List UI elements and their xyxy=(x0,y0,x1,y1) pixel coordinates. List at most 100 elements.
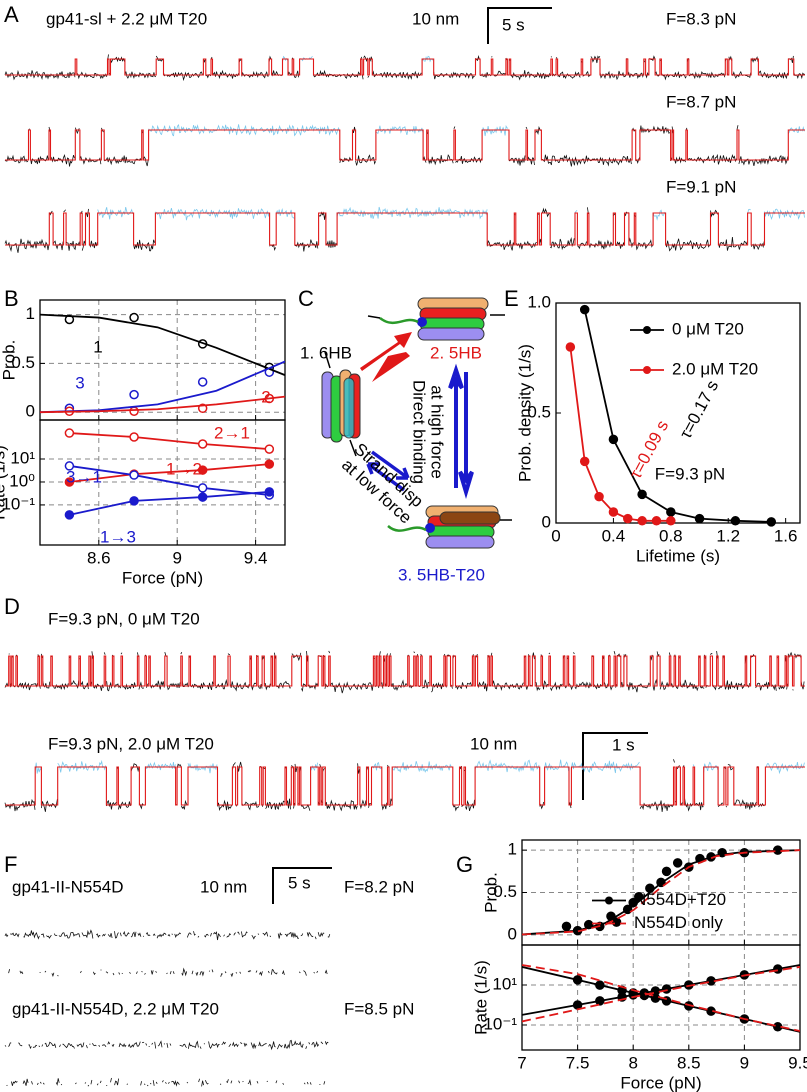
trace-label: F=9.3 pN, 0 μM T20 xyxy=(48,609,200,628)
series-label: 1→3 xyxy=(100,527,136,546)
x-tick-label: 8 xyxy=(628,1053,637,1072)
trace-label: gp41-II-N554D xyxy=(12,877,124,896)
trace-noise xyxy=(34,759,805,775)
scale-label: 5 s xyxy=(288,873,311,892)
y-axis-label: Rate (1/s) xyxy=(0,445,8,520)
data-point xyxy=(64,510,75,520)
trace-label: F=9.3 pN, 2.0 μM T20 xyxy=(48,734,214,753)
plot-frame xyxy=(39,419,286,546)
data-point xyxy=(651,516,662,526)
series-line xyxy=(522,849,800,936)
trace-fit xyxy=(5,129,805,161)
legend-label: 0 μM T20 xyxy=(672,319,744,338)
series-line xyxy=(69,463,270,483)
series-line xyxy=(69,465,270,496)
scale-label: 10 nm xyxy=(200,877,247,896)
plot-frame xyxy=(521,944,801,1051)
legend-marker xyxy=(643,366,651,374)
state-label: 1. 6HB xyxy=(300,343,352,362)
bundle-6hb xyxy=(321,351,361,457)
data-point xyxy=(197,465,208,475)
data-point xyxy=(264,487,275,497)
y-tick-label: 10⁻¹ xyxy=(1,494,35,513)
panel-label: G xyxy=(456,852,473,877)
y-tick-label: 10¹ xyxy=(10,448,35,467)
chart: 0 0.5 1 Prob. N554D+T20 N554D only xyxy=(481,839,801,946)
y-tick-label: 0 xyxy=(26,402,35,421)
y-tick-label: 1 xyxy=(26,304,35,323)
trace-noise xyxy=(97,206,805,221)
series-label: 2→1 xyxy=(214,423,250,442)
series-line xyxy=(522,966,800,1023)
chart: 7 7.5 8 8.5 9 9.5 10⁻¹ 10¹ Force (pN) Rate (1/s) xyxy=(471,944,807,1092)
y-tick-label: 0.5 xyxy=(527,402,551,421)
data-point xyxy=(129,406,139,416)
data-point xyxy=(730,516,741,526)
x-tick-label: 9 xyxy=(740,1053,749,1072)
x-axis-label: Force (pN) xyxy=(122,568,203,587)
y-tick-label: 10¹ xyxy=(492,974,517,993)
data-point xyxy=(672,858,683,868)
arrow-label: at high force xyxy=(428,385,447,479)
force-label: F=9.1 pN xyxy=(666,177,736,196)
data-point xyxy=(129,470,139,480)
data-point xyxy=(129,496,139,506)
scale-label: 10 nm xyxy=(412,9,459,28)
scale-bar xyxy=(582,732,648,800)
trace-noise xyxy=(4,650,805,694)
bundle-5hb-t20 xyxy=(387,505,512,549)
panel-label: A xyxy=(4,2,19,27)
data-point xyxy=(129,312,139,323)
data-point xyxy=(264,444,275,454)
x-tick-label: 7.5 xyxy=(566,1053,590,1072)
y-axis-label: Prob. xyxy=(0,340,18,381)
trace-fit xyxy=(5,212,805,246)
data-point xyxy=(129,389,139,400)
annotation: τ=0.17 s xyxy=(676,377,722,442)
data-point xyxy=(64,428,75,438)
data-point xyxy=(579,304,590,315)
data-point xyxy=(666,507,676,517)
series-line xyxy=(69,490,270,516)
y-tick-label: 0.5 xyxy=(493,882,517,901)
x-tick-label: 7 xyxy=(517,1053,526,1072)
bundle-5hb xyxy=(367,297,505,341)
annotation: F=9.3 pN xyxy=(655,464,725,483)
data-point xyxy=(197,483,208,493)
panel-label: F xyxy=(4,852,17,877)
data-point xyxy=(197,439,208,449)
data-point xyxy=(666,516,676,526)
trace-fit xyxy=(5,766,805,806)
arrow xyxy=(372,352,410,382)
y-tick-label: 0 xyxy=(508,924,517,943)
scale-bar xyxy=(272,867,332,904)
trace-label: gp41-II-N554D, 2.2 μM T20 xyxy=(12,999,219,1018)
data-point xyxy=(611,917,622,927)
data-point xyxy=(197,492,208,502)
data-point xyxy=(264,459,275,469)
state-label: 3. 5HB-T20 xyxy=(398,565,485,584)
legend-marker xyxy=(605,896,613,905)
series-line xyxy=(522,964,800,1032)
data-point xyxy=(129,432,139,442)
panel-label: D xyxy=(4,594,20,619)
series-label: 1→2 xyxy=(166,459,202,478)
y-axis-label: Prob. xyxy=(481,872,500,913)
arrow xyxy=(360,332,412,371)
y-tick-label: 10⁰ xyxy=(9,471,35,490)
y-tick-label: 1.0 xyxy=(527,292,551,311)
chart: 8.6 9 9.4 10⁻¹ 10⁰ 10¹ Force (pN) Rate (1/s) 2→1… xyxy=(0,419,286,587)
trace-noise xyxy=(4,929,331,978)
x-tick-label: 8.6 xyxy=(87,548,111,567)
data-point xyxy=(579,456,590,467)
y-axis-label: Rate (1/s) xyxy=(471,960,490,1035)
y-axis-label: Prob. density (1/s) xyxy=(515,344,534,482)
scale-label: 10 nm xyxy=(470,734,517,753)
data-point xyxy=(608,507,619,517)
series-label: 2 xyxy=(261,387,270,406)
data-point xyxy=(608,434,619,445)
scale-bar xyxy=(487,7,552,44)
trace-fit xyxy=(5,58,805,76)
schematic: 1. 6HB 2. 5HB 3. 5HB-T20 xyxy=(300,297,512,584)
